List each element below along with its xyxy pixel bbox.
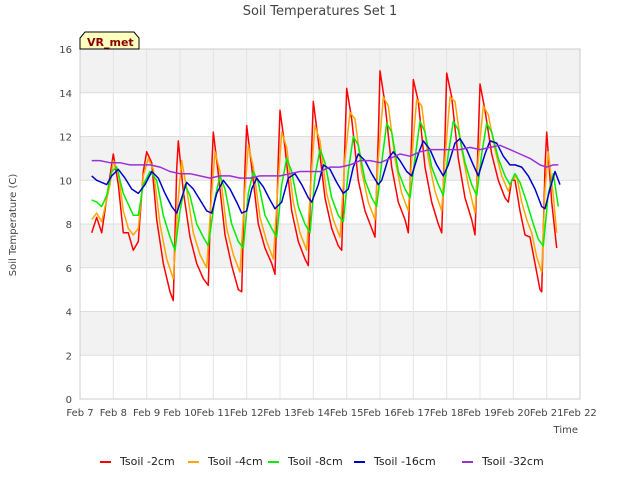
legend-item-2: Tsoil -8cm	[268, 455, 343, 468]
x-tick-label: Feb 19	[463, 408, 497, 419]
y-axis-label: Soil Temperature (C)	[8, 174, 19, 277]
y-tick-label: 12	[59, 133, 72, 144]
station-badge-label: VR_met	[87, 36, 134, 49]
x-tick-label: Feb 20	[497, 408, 531, 419]
x-tick-label: Feb 9	[133, 408, 160, 419]
y-tick-label: 6	[66, 264, 72, 275]
x-tick-label: Feb 13	[263, 408, 297, 419]
plot-band	[80, 311, 580, 356]
legend-label: Tsoil -16cm	[373, 455, 436, 468]
chart-title: Soil Temperatures Set 1	[243, 4, 398, 19]
plot-band	[80, 224, 580, 268]
legend-label: Tsoil -2cm	[119, 455, 175, 468]
station-badge: VR_met	[79, 31, 140, 50]
y-tick-label: 4	[66, 308, 72, 319]
series-line-1	[91, 96, 558, 280]
x-tick-label: Feb 8	[100, 408, 127, 419]
y-tick-label: 10	[59, 176, 72, 187]
series-line-3	[91, 137, 561, 214]
x-tick-label: Feb 14	[297, 408, 331, 419]
x-tick-labels: Feb 7 Feb 8 Feb 9 Feb 10 Feb 11 Feb 12 Feb 13 F…	[66, 408, 596, 419]
plot-band	[80, 49, 580, 93]
legend-item-0: Tsoil -2cm	[100, 455, 175, 468]
y-tick-label: 8	[66, 220, 72, 231]
gridlines	[79, 48, 581, 400]
y-tick-label: 16	[59, 45, 72, 56]
x-tick-label: Feb 22	[563, 408, 597, 419]
plot-border	[79, 48, 581, 400]
legend-label: Tsoil -4cm	[207, 455, 263, 468]
x-tick-label: Feb 16	[363, 408, 397, 419]
x-tick-label: Feb 15	[330, 408, 364, 419]
y-tick-label: 0	[66, 395, 72, 406]
legend-item-4: Tsoil -32cm	[462, 455, 544, 468]
legend-label: Tsoil -32cm	[481, 455, 544, 468]
y-tick-label: 2	[66, 351, 72, 362]
y-tick-label: 14	[59, 89, 72, 100]
x-tick-label: Feb 21	[530, 408, 564, 419]
x-tick-label: Feb 18	[430, 408, 464, 419]
x-tick-label: Feb 7	[66, 408, 93, 419]
x-axis-label: Time	[553, 425, 578, 436]
x-tick-label: Feb 10	[163, 408, 197, 419]
x-tick-label: Feb 11	[197, 408, 231, 419]
y-tick-labels: 0 2 4 6 8 10 12 14 16	[59, 45, 72, 406]
legend-item-3: Tsoil -16cm	[354, 455, 436, 468]
x-tick-label: Feb 12	[230, 408, 264, 419]
legend: Tsoil -2cm Tsoil -4cm Tsoil -8cm Tsoil -16c…	[100, 455, 544, 468]
series-line-2	[91, 120, 560, 252]
x-tick-label: Feb 17	[397, 408, 431, 419]
legend-item-1: Tsoil -4cm	[188, 455, 263, 468]
legend-label: Tsoil -8cm	[287, 455, 343, 468]
series-lines	[90, 70, 561, 302]
series-line-4	[91, 144, 559, 179]
